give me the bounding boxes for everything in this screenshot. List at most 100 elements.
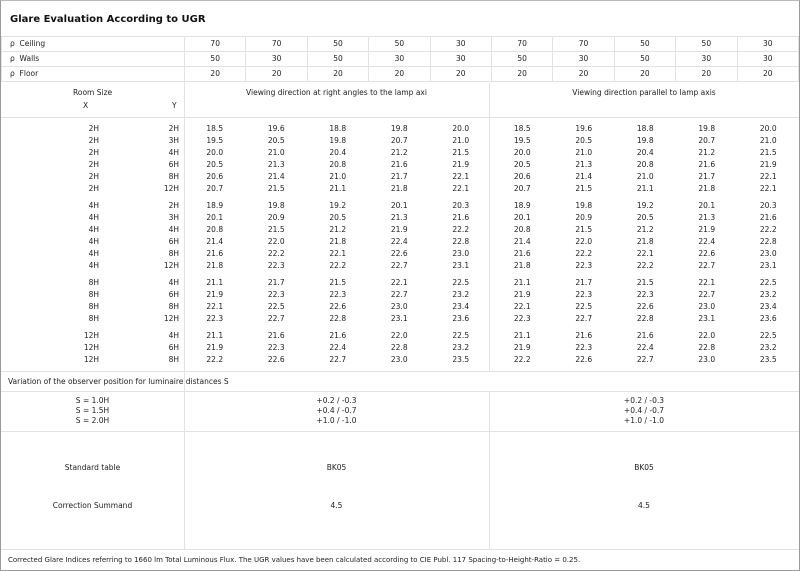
ugr-value: 22.2 <box>329 261 347 270</box>
ugr-value: 22.5 <box>759 331 777 340</box>
ugr-value: 21.9 <box>759 160 777 169</box>
reflectance-value: 50 <box>613 36 677 52</box>
room-size-cell: 2H 6H <box>1 159 184 171</box>
footer-note: Corrected Glare Indices referring to 166… <box>8 556 581 564</box>
ugr-value: 23.0 <box>759 249 777 258</box>
ugr-value: 22.2 <box>513 355 531 364</box>
ugr-value: 21.5 <box>329 278 347 287</box>
ugr-value: 22.1 <box>636 249 654 258</box>
reflectance-value: 50 <box>613 51 677 67</box>
ugr-value: 22.3 <box>267 290 285 299</box>
ugr-value: 22.2 <box>759 225 777 234</box>
ugr-value: 21.1 <box>206 278 224 287</box>
room-y: 6H <box>168 343 179 352</box>
reflectance-value: 50 <box>183 51 247 67</box>
room-size-label: Room Size <box>73 88 113 97</box>
ugr-value: 22.5 <box>759 278 777 287</box>
ugr-value: 22.8 <box>390 343 408 352</box>
ugr-value: 23.1 <box>390 314 408 323</box>
correction-summand-label: Correction Summand <box>52 501 133 510</box>
ugr-value: 22.7 <box>698 290 716 299</box>
ugr-value: 19.8 <box>390 124 408 133</box>
ugr-value: 20.7 <box>698 136 716 145</box>
page-title: Glare Evaluation According to UGR <box>10 14 206 25</box>
surface-label: Floor <box>19 69 39 78</box>
room-x: 12H <box>83 343 99 352</box>
reflectance-value: 20 <box>675 66 738 82</box>
ugr-value: 21.8 <box>390 184 408 193</box>
y-label: Y <box>172 101 177 110</box>
reflectance-row-floor: ρ Floor 20 20 20 20 20 20 20 20 20 20 <box>1 66 800 82</box>
ugr-value: 23.0 <box>390 302 408 311</box>
ugr-value: 23.2 <box>759 290 777 299</box>
ugr-value: 22.2 <box>452 225 470 234</box>
room-y: 6H <box>168 290 179 299</box>
ugr-value: 22.2 <box>636 261 654 270</box>
ugr-value: 19.8 <box>698 124 716 133</box>
ugr-value: 22.0 <box>390 331 408 340</box>
room-size-cell: 12H 6H <box>1 342 184 354</box>
ugr-value: 21.6 <box>452 213 470 222</box>
variation-right-angles: +0.2 / -0.3 +0.4 / -0.7 +1.0 / -1.0 <box>184 396 489 426</box>
column-divider <box>489 391 490 549</box>
room-y: 12H <box>163 184 179 193</box>
ugr-value: 20.0 <box>513 148 531 157</box>
variation-parallel: +0.2 / -0.3 +0.4 / -0.7 +1.0 / -1.0 <box>489 396 799 426</box>
room-size-cell: 4H 8H <box>1 248 184 260</box>
ugr-value: 19.8 <box>636 136 654 145</box>
reflectance-row-ceiling: ρ Ceiling 70 70 50 50 30 70 70 50 50 30 <box>1 36 800 52</box>
ugr-value: 23.2 <box>759 343 777 352</box>
room-size-cell: 4H 6H <box>1 236 184 248</box>
ugr-value: 21.1 <box>636 184 654 193</box>
ugr-value: 22.1 <box>698 278 716 287</box>
ugr-value: 20.3 <box>759 201 777 210</box>
ugr-value: 22.5 <box>575 302 593 311</box>
reflectance-value: 70 <box>490 36 554 52</box>
reflectance-value: 50 <box>306 36 370 52</box>
ugr-value: 20.5 <box>513 160 531 169</box>
divider <box>1 431 799 432</box>
table-row: 4H 2H 18.9 19.8 19.2 20.1 20.3 18.9 19.8 19.2 20.1… <box>1 200 799 212</box>
room-size-cell: 2H 4H <box>1 147 184 159</box>
ugr-value: 22.8 <box>636 314 654 323</box>
ugr-value: 21.2 <box>636 225 654 234</box>
ugr-value: 22.8 <box>698 343 716 352</box>
variation-label: Variation of the observer position for l… <box>8 377 229 386</box>
ugr-value: 22.1 <box>759 184 777 193</box>
table-row: 8H 12H 22.3 22.7 22.8 23.1 23.6 22.3 22.7 22.8 23.… <box>1 313 799 325</box>
rho-symbol: ρ <box>10 39 15 48</box>
room-x: 2H <box>88 148 99 157</box>
divider <box>1 549 799 550</box>
ugr-value: 18.8 <box>329 124 347 133</box>
ugr-value: 21.7 <box>267 278 285 287</box>
reflectance-value: 30 <box>429 36 492 52</box>
ugr-value: 21.5 <box>759 148 777 157</box>
ugr-value: 21.6 <box>575 331 593 340</box>
ugr-value: 18.5 <box>513 124 531 133</box>
ugr-value: 21.9 <box>698 225 716 234</box>
room-size-cell: 8H 12H <box>1 313 184 325</box>
ugr-value: 23.4 <box>452 302 470 311</box>
ugr-value: 20.3 <box>452 201 470 210</box>
table-row: 4H 6H 21.4 22.0 21.8 22.4 22.8 21.4 22.0 21.8 22.4… <box>1 236 799 248</box>
room-y: 2H <box>168 201 179 210</box>
variation-value: +0.4 / -0.7 <box>623 406 665 415</box>
ugr-value: 22.3 <box>636 290 654 299</box>
ugr-value: 21.5 <box>575 225 593 234</box>
ugr-value: 22.3 <box>575 343 593 352</box>
reflectance-value: 20 <box>613 66 677 82</box>
ugr-value: 20.1 <box>390 201 408 210</box>
ugr-value: 21.1 <box>329 184 347 193</box>
ugr-value: 22.2 <box>575 249 593 258</box>
ugr-value: 23.6 <box>759 314 777 323</box>
room-y: 4H <box>168 225 179 234</box>
ugr-value: 20.5 <box>329 213 347 222</box>
reflectance-value: 20 <box>368 66 431 82</box>
reflectance-value: 30 <box>368 51 431 67</box>
ugr-value: 22.0 <box>698 331 716 340</box>
ugr-value: 21.8 <box>206 261 224 270</box>
room-y: 2H <box>168 124 179 133</box>
room-x: 12H <box>83 331 99 340</box>
ugr-value: 21.6 <box>636 331 654 340</box>
reflectance-value: 30 <box>245 51 308 67</box>
